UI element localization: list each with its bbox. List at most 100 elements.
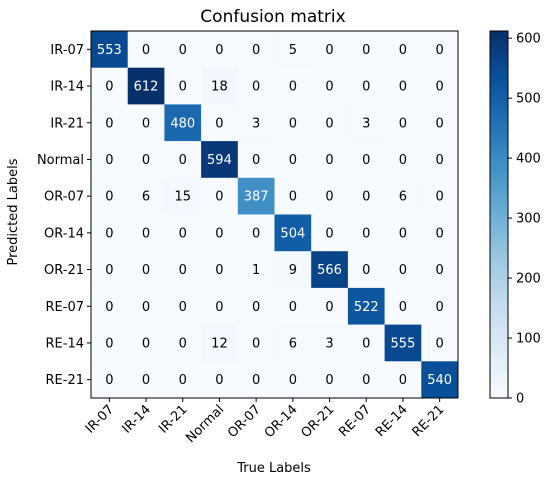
cell-value-label: 0 <box>215 263 223 278</box>
cell-value-label: 9 <box>289 263 297 278</box>
x-tick-label: IR-07 <box>83 402 117 436</box>
cell-value-label: 0 <box>142 336 150 351</box>
cell-value-label: 612 <box>134 80 159 95</box>
heatmap-cell <box>237 104 275 142</box>
heatmap-cell <box>274 214 312 252</box>
cell-value-label: 0 <box>142 153 150 168</box>
cell-value-label: 0 <box>325 80 333 95</box>
x-tick-label: OR-07 <box>225 402 264 441</box>
y-axis-label: Predicted Labels <box>6 158 21 265</box>
cell-value-label: 0 <box>215 190 223 205</box>
heatmap-cell <box>201 67 239 105</box>
heatmap-cell <box>347 177 385 215</box>
heatmap-cell <box>237 324 275 362</box>
cell-value-label: 0 <box>252 373 260 388</box>
heatmap-cell <box>91 324 128 362</box>
heatmap-cell <box>311 67 349 105</box>
heatmap-cell <box>127 104 165 142</box>
heatmap-cell <box>311 251 349 289</box>
cell-value-label: 387 <box>244 190 269 205</box>
cell-value-label: 0 <box>179 153 187 168</box>
heatmap-cell <box>91 31 128 68</box>
heatmap-cell <box>237 287 275 325</box>
heatmap-cell <box>91 251 128 289</box>
heatmap-cell <box>237 141 275 179</box>
y-tick-label: OR-14 <box>44 226 84 241</box>
cell-value-label: 0 <box>252 336 260 351</box>
heatmap-cell <box>201 104 239 142</box>
cell-value-label: 0 <box>252 43 260 58</box>
heatmap-cell <box>421 324 459 362</box>
y-tick-label: Normal <box>37 153 84 168</box>
heatmap-cell <box>384 141 422 179</box>
cell-value-label: 522 <box>354 300 379 315</box>
heatmap-cell <box>347 361 385 399</box>
heatmap-cell <box>237 214 275 252</box>
heatmap-cell <box>421 287 459 325</box>
cell-value-label: 0 <box>179 43 187 58</box>
heatmap-cell <box>237 361 275 399</box>
heatmap-cell <box>311 104 349 142</box>
plot-frame <box>90 30 459 399</box>
heatmap-cell <box>127 324 165 362</box>
heatmap-cell <box>127 287 165 325</box>
cell-value-label: 0 <box>399 43 407 58</box>
heatmap-cell <box>347 324 385 362</box>
heatmap-cell <box>421 67 459 105</box>
cell-value-label: 0 <box>142 226 150 241</box>
cell-value-label: 0 <box>105 263 113 278</box>
cell-value-label: 0 <box>362 373 370 388</box>
cell-value-label: 0 <box>325 153 333 168</box>
colorbar <box>489 30 509 399</box>
heatmap-cell <box>384 324 422 362</box>
colorbar-tick-label: 600 <box>516 32 541 47</box>
x-axis-ticks: IR-07 IR-14 IR-21NormalOR-07OR-14OR-21RE-0… <box>83 398 447 446</box>
cell-value-label: 0 <box>179 336 187 351</box>
heatmap-cell <box>127 177 165 215</box>
cell-value-label: 0 <box>325 116 333 131</box>
heatmap-cell <box>384 104 422 142</box>
heatmap-cell <box>127 141 165 179</box>
heatmap-cell <box>91 67 128 105</box>
x-tick-label: OR-21 <box>298 402 337 441</box>
cell-value-label: 0 <box>436 263 444 278</box>
cell-value-label: 0 <box>179 226 187 241</box>
cell-value-label: 0 <box>399 263 407 278</box>
colorbar-tick-label: 300 <box>516 212 541 227</box>
cell-value-label: 553 <box>97 43 122 58</box>
cell-value-label: 0 <box>105 116 113 131</box>
cell-value-label: 5 <box>289 43 297 58</box>
cell-value-label: 0 <box>289 373 297 388</box>
cell-value-label: 540 <box>427 373 452 388</box>
cell-value-label: 0 <box>289 116 297 131</box>
cell-value-label: 0 <box>436 190 444 205</box>
cell-value-label: 0 <box>179 263 187 278</box>
cell-value-label: 0 <box>325 190 333 205</box>
cell-value-label: 0 <box>142 373 150 388</box>
heatmap-cell <box>384 361 422 399</box>
cell-value-label: 3 <box>325 336 333 351</box>
cell-value-label: 0 <box>105 190 113 205</box>
heatmap-cell <box>91 287 128 325</box>
heatmap-cell <box>91 214 128 252</box>
heatmap-cell <box>311 361 349 399</box>
x-tick-label: OR-14 <box>262 402 301 441</box>
heatmap-cell <box>127 361 165 399</box>
cell-value-label: 0 <box>362 263 370 278</box>
heatmap-cell <box>201 214 239 252</box>
heatmap-cell <box>274 251 312 289</box>
x-axis-label: True Labels <box>236 461 311 476</box>
cell-value-label: 15 <box>174 190 191 205</box>
cell-value-label: 0 <box>436 153 444 168</box>
cell-value-label: 0 <box>142 300 150 315</box>
cell-value-label: 0 <box>325 226 333 241</box>
heatmap-cell <box>91 141 128 179</box>
x-tick-label: Normal <box>183 402 227 446</box>
heatmap-cell <box>164 177 202 215</box>
cell-value-label: 3 <box>362 116 370 131</box>
cell-value-label: 0 <box>252 153 260 168</box>
heatmap-cells <box>91 31 459 399</box>
colorbar-ticks: 0 100 200 300 400 500 600 <box>508 32 541 407</box>
heatmap-cell <box>384 287 422 325</box>
